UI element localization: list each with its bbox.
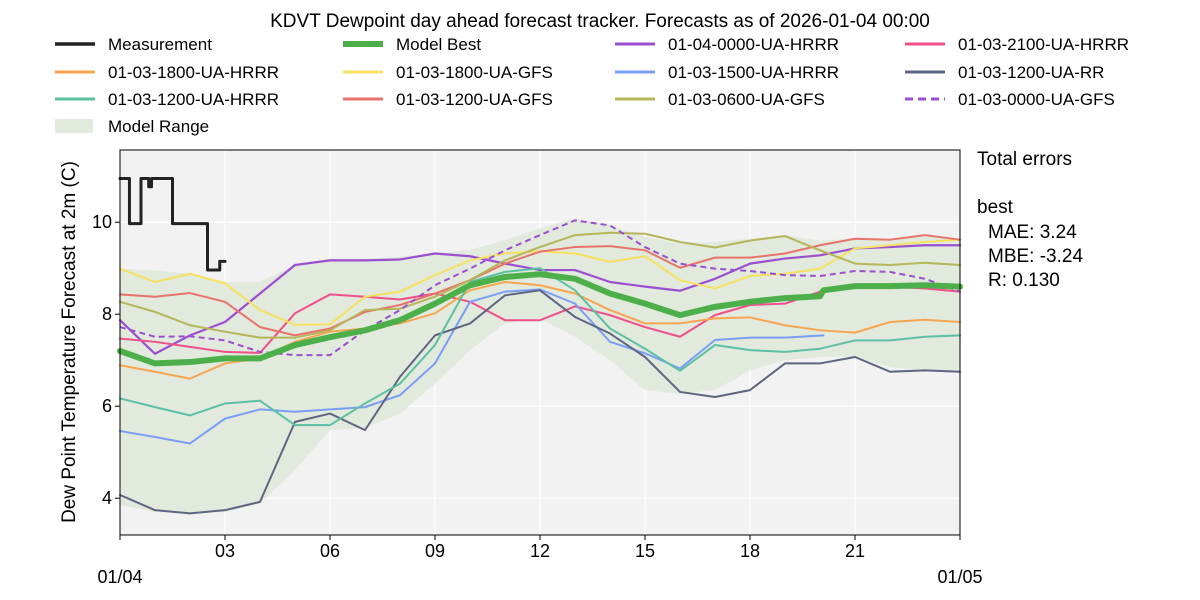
x-tick-label: 12 (530, 541, 550, 561)
chart-title: KDVT Dewpoint day ahead forecast tracker… (270, 11, 930, 32)
x-tick-label: 18 (740, 541, 760, 561)
series-line-01-03-0000-ua-gfs (119, 219, 961, 357)
y-tick-label: 10 (92, 212, 112, 232)
y-tick-label: 8 (102, 304, 112, 324)
series-line-01-03-1200-ua-rr (119, 289, 961, 515)
legend-item: 01-03-0000-UA-GFS (905, 90, 1115, 109)
legend-item: 01-03-2100-UA-HRRR (905, 35, 1129, 54)
legend-label: 01-03-2100-UA-HRRR (958, 35, 1129, 54)
legend-item: 01-03-1500-UA-HRRR (615, 63, 839, 82)
series-line-model-best (117, 271, 963, 367)
legend-label: Measurement (108, 35, 212, 54)
legend-item: 01-03-1800-UA-HRRR (55, 63, 279, 82)
legend-item: 01-03-0600-UA-GFS (615, 90, 825, 109)
model-range-band (120, 218, 960, 514)
legend: Measurement Model Best 01-04-0000-UA-HRRR 0… (55, 35, 1129, 136)
x-tick-label: 21 (845, 541, 865, 561)
y-tick-label: 6 (102, 396, 112, 416)
series-line-01-03-1500-ua-hrrr (119, 288, 825, 445)
x-tick-label: 15 (635, 541, 655, 561)
legend-item: 01-03-1800-UA-GFS (343, 63, 553, 82)
legend-label: 01-03-1200-UA-GFS (396, 90, 553, 109)
x-tick-label: 03 (215, 541, 235, 561)
y-axis-label: Dew Point Temperature Forecast at 2m (C) (59, 161, 80, 523)
series-lines (117, 177, 963, 515)
legend-item: Model Range (55, 117, 209, 136)
axis-ticks: 4 6 8 10 01/04 03 06 09 12 15 18 21 01/05 (92, 212, 983, 587)
errors-model: best (977, 197, 1014, 218)
legend-label: 01-03-1500-UA-HRRR (668, 63, 839, 82)
legend-label: 01-03-0600-UA-GFS (668, 90, 825, 109)
errors-heading: Total errors (977, 149, 1072, 170)
legend-item: Measurement (55, 35, 212, 54)
legend-label: 01-03-1800-UA-GFS (396, 63, 553, 82)
x-tick-label: 09 (425, 541, 445, 561)
errors-mae: MAE: 3.24 (988, 222, 1077, 243)
legend-item: 01-03-1200-UA-RR (905, 63, 1104, 82)
y-tick-label: 4 (102, 488, 112, 508)
legend-label: Model Range (108, 117, 209, 136)
legend-item: 01-03-1200-UA-GFS (343, 90, 553, 109)
legend-label: 01-03-0000-UA-GFS (958, 90, 1115, 109)
errors-panel: Total errors best MAE: 3.24 MBE: -3.24 R… (977, 149, 1083, 291)
legend-label: 01-04-0000-UA-HRRR (668, 35, 839, 54)
series-line-01-03-1200-ua-gfs (119, 234, 961, 337)
series-line-measurement (118, 177, 227, 272)
x-tick-label: 01/04 (97, 567, 142, 587)
legend-label: 01-03-1200-UA-HRRR (108, 90, 279, 109)
model-range (120, 218, 960, 514)
series-line-01-03-1200-ua-hrrr (119, 267, 961, 427)
legend-item: Model Best (343, 35, 481, 54)
legend-label: Model Best (396, 35, 481, 54)
errors-mbe: MBE: -3.24 (988, 246, 1083, 267)
series-line-01-03-0600-ua-gfs (119, 231, 961, 339)
errors-r: R: 0.130 (988, 270, 1060, 291)
legend-swatch (55, 119, 93, 133)
series-line-01-04-0000-ua-hrrr (118, 244, 962, 355)
legend-label: 01-03-1200-UA-RR (958, 63, 1104, 82)
legend-item: 01-04-0000-UA-HRRR (615, 35, 839, 54)
legend-item: 01-03-1200-UA-HRRR (55, 90, 279, 109)
x-tick-label: 01/05 (937, 567, 982, 587)
x-tick-label: 06 (320, 541, 340, 561)
legend-label: 01-03-1800-UA-HRRR (108, 63, 279, 82)
